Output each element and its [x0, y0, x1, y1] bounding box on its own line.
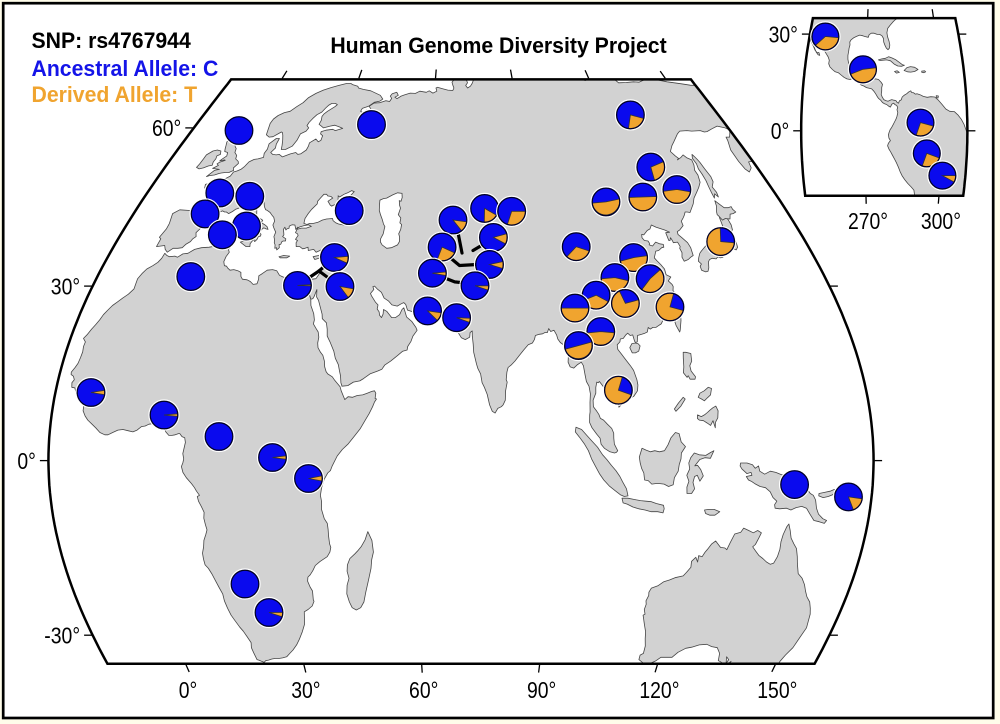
svg-text:0°: 0° — [179, 677, 198, 703]
svg-text:300°: 300° — [921, 208, 961, 234]
svg-text:120°: 120° — [639, 677, 679, 703]
svg-text:60°: 60° — [152, 115, 181, 141]
svg-text:30°: 30° — [291, 677, 320, 703]
svg-text:0°: 0° — [17, 448, 36, 474]
svg-text:30°: 30° — [51, 273, 80, 299]
svg-text:30°: 30° — [769, 21, 798, 47]
svg-text:60°: 60° — [409, 677, 438, 703]
svg-text:0°: 0° — [771, 118, 790, 144]
svg-text:150°: 150° — [757, 677, 797, 703]
svg-text:270°: 270° — [848, 208, 888, 234]
svg-text:Derived Allele: T: Derived Allele: T — [32, 82, 198, 107]
svg-text:-30°: -30° — [44, 623, 80, 649]
svg-text:Ancestral Allele: C: Ancestral Allele: C — [32, 56, 219, 81]
svg-text:Human Genome Diversity Project: Human Genome Diversity Project — [330, 33, 667, 58]
svg-text:SNP: rs4767944: SNP: rs4767944 — [32, 28, 192, 53]
svg-text:90°: 90° — [527, 677, 556, 703]
